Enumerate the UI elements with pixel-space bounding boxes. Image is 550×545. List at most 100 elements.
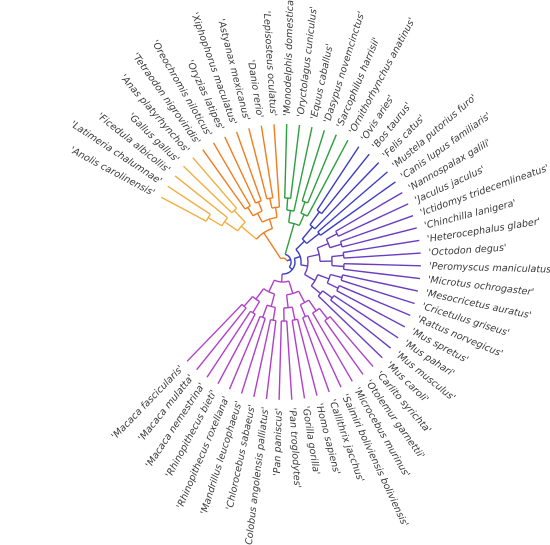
internal-branch — [238, 200, 246, 210]
leaf-branch — [253, 332, 269, 398]
internal-branch — [329, 316, 340, 327]
internal-branch — [301, 226, 314, 240]
internal-branch — [247, 207, 254, 217]
internal-branch — [306, 233, 320, 245]
leaf-branch — [343, 301, 399, 339]
leaf-branch — [278, 333, 282, 400]
backbone-branch — [280, 273, 283, 282]
leaf-branch — [329, 171, 388, 223]
leaf-branch — [337, 325, 374, 368]
leaf-branch — [206, 321, 244, 378]
leaf-branch — [345, 191, 403, 226]
internal-branch — [285, 294, 289, 308]
internal-branch — [307, 191, 314, 204]
internal-branch — [338, 284, 351, 291]
internal-branch — [297, 290, 306, 303]
internal-branch — [326, 233, 338, 240]
internal-branch — [237, 307, 247, 319]
leaf-label: 'Pan paniscus' — [272, 408, 285, 476]
backbone-branch — [300, 264, 308, 267]
internal-branch — [330, 299, 341, 309]
internal-branch — [248, 313, 256, 326]
leaf-branch — [293, 332, 306, 399]
internal-branch — [242, 310, 252, 323]
internal-branch — [306, 205, 314, 217]
internal-branch — [273, 320, 277, 334]
internal-branch — [257, 191, 262, 202]
leaf-branch — [353, 227, 417, 245]
internal-branch — [324, 320, 333, 332]
leaf-branch — [212, 142, 246, 198]
internal-branch — [191, 212, 207, 222]
internal-branch — [263, 189, 268, 200]
internal-branch — [343, 268, 356, 272]
internal-branch — [301, 189, 307, 202]
leaf-branch — [202, 149, 240, 202]
internal-branch — [329, 243, 342, 249]
leaf-labels: 'Anolis carolinensis''Latimeria chalumna… — [68, 0, 550, 545]
leaf-branch — [325, 146, 360, 198]
internal-branch — [343, 256, 356, 259]
internal-branch — [288, 280, 294, 294]
internal-branch — [268, 279, 276, 293]
internal-branch — [250, 193, 257, 204]
internal-branch — [304, 273, 316, 282]
leaf-branch — [265, 333, 275, 400]
internal-branch — [291, 306, 296, 320]
internal-branch — [288, 210, 292, 223]
leaf-branch — [192, 157, 227, 197]
internal-branch — [318, 307, 328, 320]
leaf-branch — [326, 303, 383, 359]
internal-arc — [221, 217, 229, 227]
internal-branch — [257, 201, 263, 212]
internal-branch — [219, 201, 233, 214]
leaf-branch — [167, 185, 198, 207]
internal-branch — [262, 304, 268, 318]
leaf-branch — [339, 307, 392, 349]
leaf-label: 'Octodon degus' — [428, 243, 507, 259]
leaf-branch — [305, 130, 326, 190]
backbone-branch — [240, 225, 257, 240]
leaf-branch — [260, 125, 272, 189]
internal-branch — [225, 195, 238, 209]
internal-branch — [270, 293, 276, 307]
backbone-branch — [294, 255, 301, 260]
internal-branch — [317, 274, 330, 280]
leaf-branch — [248, 128, 266, 190]
internal-branch — [270, 187, 274, 198]
internal-branch — [307, 315, 314, 328]
internal-branch — [341, 243, 354, 248]
internal-branch — [308, 299, 317, 312]
leaf-branch — [325, 162, 380, 218]
internal-branch — [342, 274, 355, 279]
leaf-branch — [295, 126, 313, 200]
internal-branch — [214, 207, 228, 219]
internal-branch — [311, 312, 320, 325]
leaf-branch — [348, 203, 409, 232]
internal-branch — [320, 225, 334, 236]
internal-branch — [316, 242, 329, 249]
internal-branch — [233, 210, 246, 223]
leaf-branch — [312, 139, 349, 206]
leaf-label: 'Pan troglodytes' — [286, 407, 302, 488]
internal-branch — [286, 198, 289, 211]
leaf-branch — [355, 263, 421, 267]
internal-branch — [340, 236, 353, 243]
internal-branch — [317, 295, 328, 305]
internal-branch — [309, 211, 320, 226]
internal-branch — [255, 288, 265, 300]
backbone-branch — [286, 258, 291, 262]
leaf-branch — [333, 181, 396, 227]
leaf-branch — [350, 289, 411, 317]
internal-branch — [296, 319, 302, 332]
leaf-branch — [347, 295, 406, 328]
leaf-branch — [306, 329, 330, 393]
leaf-branch — [183, 165, 221, 203]
internal-branch — [298, 214, 305, 226]
internal-branch — [224, 221, 239, 232]
backbone-branch — [295, 240, 305, 251]
internal-branch — [299, 304, 306, 317]
internal-branch — [340, 279, 353, 285]
internal-branch — [254, 316, 261, 329]
